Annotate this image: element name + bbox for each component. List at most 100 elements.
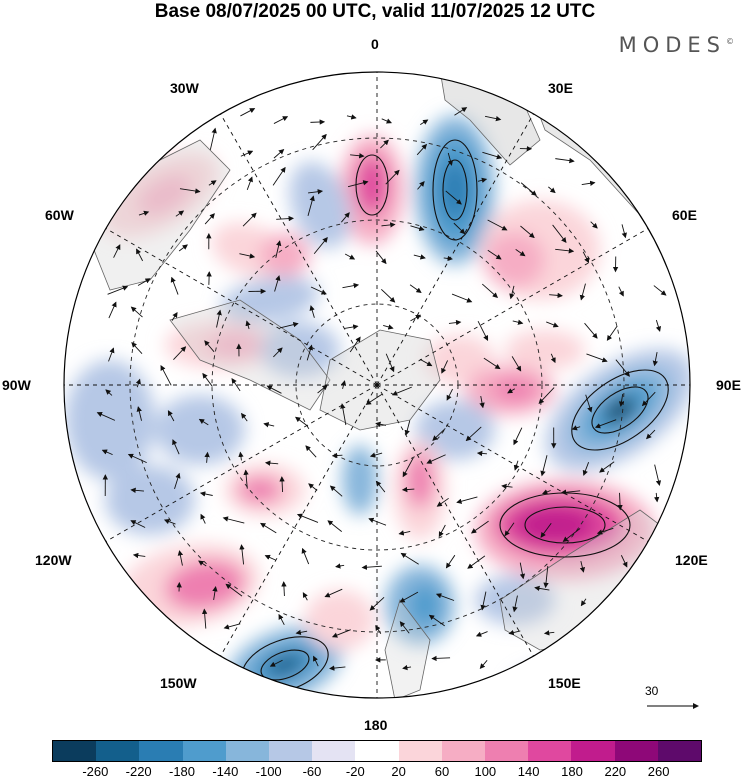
wind-vector — [278, 613, 285, 626]
wind-vector — [163, 519, 176, 525]
wind-vector — [484, 115, 502, 122]
wind-vector — [301, 547, 310, 565]
anomaly-blob — [105, 465, 195, 535]
colorbar-tick-label: 100 — [474, 764, 497, 779]
colorbar-swatch — [225, 741, 270, 761]
colorbar-tick-label: -20 — [345, 764, 365, 779]
wind-vector — [212, 586, 218, 600]
wind-vector — [177, 550, 184, 566]
wind-vector — [426, 454, 446, 464]
wind-vector — [420, 119, 429, 126]
anomaly-blob — [356, 155, 388, 215]
wind-vector — [273, 347, 283, 358]
wind-reference-label: 30 — [645, 684, 659, 698]
lon-label-60e: 60E — [672, 207, 697, 223]
wind-vector — [579, 283, 586, 301]
wind-vector — [487, 219, 508, 231]
wind-vector — [480, 591, 487, 611]
wind-vector — [199, 491, 213, 497]
wind-vector — [96, 412, 116, 421]
wind-vector — [448, 319, 462, 326]
wind-vector — [107, 285, 129, 295]
wind-vector — [178, 244, 188, 252]
lon-label-90e: 90E — [716, 377, 741, 393]
wind-vector — [621, 224, 627, 239]
brand-logo: MODES© — [619, 33, 734, 57]
wind-vector — [555, 248, 575, 254]
wind-vector — [540, 455, 548, 477]
wind-vector — [346, 114, 357, 120]
wind-vector — [507, 388, 516, 394]
wind-vector — [135, 378, 141, 388]
anomaly-blob — [493, 378, 537, 402]
wind-vector — [344, 253, 356, 260]
wind-vector — [438, 524, 446, 538]
wind-vector — [511, 356, 522, 372]
wind-vector — [208, 180, 217, 186]
wind-vector — [380, 139, 389, 149]
wind-vector — [543, 565, 549, 589]
wind-vector — [404, 420, 411, 436]
wind-vector — [101, 449, 113, 456]
lon-label-180: 180 — [364, 717, 388, 733]
wind-vector — [443, 255, 453, 262]
wind-vector — [216, 309, 222, 328]
wind-vector — [618, 286, 624, 297]
lon-label-150w: 150W — [160, 675, 197, 691]
wind-vector — [512, 319, 524, 325]
wind-vector — [295, 416, 309, 427]
wind-vector — [131, 342, 143, 355]
anomaly-blob — [485, 232, 545, 288]
wind-vector — [451, 293, 473, 303]
wind-vector — [170, 276, 179, 295]
wind-vector — [586, 353, 608, 363]
colorbar-tick-label: -260 — [82, 764, 109, 779]
anomaly-blob — [137, 174, 193, 216]
wind-vector — [617, 492, 623, 511]
wind-vector — [585, 394, 593, 413]
wind-vector — [618, 393, 625, 407]
wind-vector — [552, 224, 567, 243]
wind-vector — [454, 107, 468, 116]
map-title: Base 08/07/2025 00 UTC, valid 11/07/2025… — [154, 1, 596, 22]
wind-vector — [136, 248, 144, 262]
wind-vector — [342, 282, 360, 289]
wind-vector — [241, 412, 248, 422]
wind-vector — [329, 485, 343, 497]
wind-vector — [445, 554, 456, 569]
wind-vector — [653, 492, 660, 503]
wind-vector — [341, 212, 350, 223]
wind-vector — [313, 655, 319, 667]
wind-vector — [543, 630, 555, 636]
wind-vector — [549, 292, 563, 299]
wind-vector — [538, 387, 555, 404]
wind-vector — [279, 322, 299, 329]
wind-vector — [264, 460, 279, 466]
colorbar-swatch — [139, 741, 183, 761]
wind-vector — [655, 319, 662, 332]
wind-vector — [108, 301, 117, 319]
wind-vector — [519, 562, 526, 580]
anomaly-blob — [305, 590, 375, 650]
wind-vector — [204, 340, 215, 353]
wind-vector — [302, 592, 308, 601]
wind-vector — [555, 157, 575, 164]
wind-vector — [108, 347, 115, 362]
wind-vector — [350, 153, 365, 159]
map-field — [64, 72, 690, 698]
wind-vector — [381, 222, 396, 228]
colorbar-swatch — [312, 741, 356, 761]
wind-vector — [295, 629, 308, 636]
lon-label-0: 0 — [371, 36, 379, 52]
wind-vector — [365, 393, 383, 405]
wind-vector — [413, 254, 426, 260]
wind-vector — [204, 451, 210, 463]
wind-vector — [375, 250, 387, 265]
wind-vector — [399, 621, 410, 634]
colorbar — [52, 740, 702, 762]
wind-vector — [375, 421, 387, 427]
wind-vector — [260, 522, 277, 534]
wind-vector — [132, 552, 146, 559]
wind-vector — [198, 418, 209, 426]
